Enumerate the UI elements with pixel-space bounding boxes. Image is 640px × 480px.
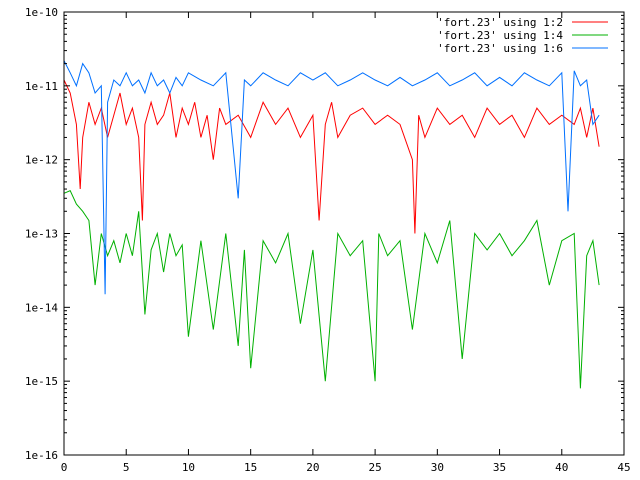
y-tick-label: 1e-15 (25, 375, 58, 388)
x-tick-label: 25 (368, 461, 381, 474)
x-tick-label: 20 (306, 461, 319, 474)
legend: 'fort.23' using 1:2'fort.23' using 1:4'f… (437, 16, 608, 55)
legend-label-1: 'fort.23' using 1:2 (437, 16, 563, 29)
x-tick-label: 40 (555, 461, 568, 474)
y-tick-label: 1e-14 (25, 301, 58, 314)
x-tick-label: 10 (182, 461, 195, 474)
axes-layer: 0 5 10 15 20 25 30 35 40 45 1e-16 1e-15 1e-14 1e-13 1e… (25, 6, 631, 474)
legend-label-2: 'fort.23' using 1:4 (437, 29, 563, 42)
x-tick-label: 30 (431, 461, 444, 474)
y-tick-label: 1e-13 (25, 228, 58, 241)
plot-layer (63, 60, 600, 389)
series-line-2 (63, 190, 600, 389)
x-tick-label: 45 (617, 461, 630, 474)
y-tick-label: 1e-11 (25, 80, 58, 93)
y-tick-label: 1e-10 (25, 6, 58, 19)
y-tick-label: 1e-12 (25, 154, 58, 167)
x-tick-label: 5 (123, 461, 130, 474)
series-line-1 (63, 79, 600, 234)
x-tick-label: 0 (61, 461, 68, 474)
plot-border (63, 11, 625, 456)
legend-label-3: 'fort.23' using 1:6 (437, 42, 563, 55)
y-tick-label: 1e-16 (25, 449, 58, 462)
series-line-3 (63, 60, 600, 295)
x-tick-label: 35 (493, 461, 506, 474)
x-tick-label: 15 (244, 461, 257, 474)
